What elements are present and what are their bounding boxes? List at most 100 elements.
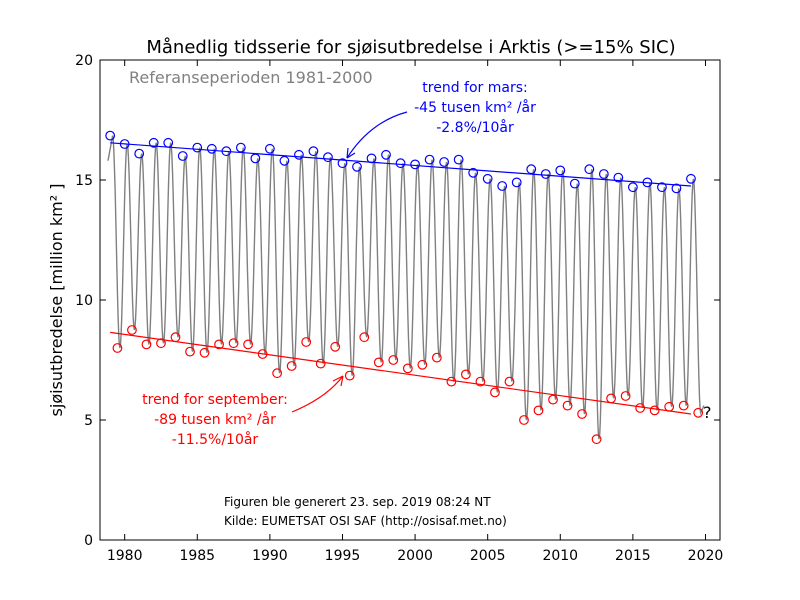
september-point bbox=[228, 338, 239, 349]
september-point bbox=[504, 376, 515, 387]
march-trend-label-line1: trend for mars: bbox=[422, 80, 527, 96]
march-point bbox=[511, 177, 522, 188]
y-axis-label: sjøisutbredelse [million km² ] bbox=[47, 184, 66, 417]
source-note: Kilde: EUMETSAT OSI SAF (http://osisaf.m… bbox=[224, 514, 507, 528]
march-point bbox=[598, 169, 609, 179]
september-point bbox=[693, 407, 704, 418]
march-point bbox=[206, 143, 217, 154]
september-point bbox=[562, 400, 573, 411]
september-point bbox=[417, 359, 428, 370]
march-point bbox=[613, 172, 624, 183]
x-tick-label: 1985 bbox=[179, 548, 215, 564]
march-point bbox=[366, 153, 377, 164]
chart-title: Månedlig tidsserie for sjøisutbredelse i… bbox=[146, 37, 675, 58]
march-point bbox=[584, 164, 595, 175]
september-point bbox=[272, 368, 283, 379]
september-point bbox=[620, 391, 631, 401]
september-point bbox=[388, 355, 399, 365]
september-point bbox=[359, 332, 370, 343]
september-point bbox=[156, 338, 166, 349]
x-tick-label: 2020 bbox=[688, 548, 724, 564]
march-point bbox=[497, 181, 508, 191]
september-point bbox=[649, 405, 660, 416]
march-point bbox=[105, 130, 116, 141]
march-point bbox=[686, 173, 696, 184]
september-point bbox=[185, 346, 195, 357]
march-point bbox=[410, 159, 420, 170]
september-point bbox=[635, 403, 646, 413]
y-tick-label: 15 bbox=[75, 173, 93, 189]
september-point bbox=[475, 376, 486, 387]
data-markers bbox=[105, 130, 704, 445]
september-trend-label-line2: -89 tusen km² /år bbox=[154, 411, 276, 428]
march-point bbox=[279, 155, 290, 166]
september-point bbox=[591, 434, 602, 445]
march-point bbox=[163, 137, 174, 148]
march-point bbox=[453, 154, 464, 165]
september-point bbox=[577, 409, 587, 419]
september-point bbox=[533, 405, 544, 416]
march-point bbox=[250, 153, 261, 164]
march-point bbox=[468, 167, 479, 178]
september-point bbox=[170, 332, 181, 343]
september-point bbox=[286, 361, 297, 371]
march-point bbox=[424, 154, 435, 165]
september-point bbox=[344, 370, 355, 381]
march-point bbox=[177, 151, 188, 161]
march-point bbox=[337, 158, 348, 169]
x-tick-label: 2005 bbox=[470, 548, 506, 564]
september-point bbox=[402, 363, 413, 374]
march-point bbox=[148, 137, 159, 148]
x-tick-label: 2010 bbox=[542, 548, 578, 564]
september-point bbox=[243, 339, 254, 350]
march-trend-line bbox=[110, 142, 692, 187]
question-mark: ? bbox=[703, 403, 712, 422]
march-annotation-arrow bbox=[346, 111, 408, 159]
march-point bbox=[323, 152, 333, 163]
september-point bbox=[490, 387, 500, 398]
september-point bbox=[257, 349, 268, 359]
march-point bbox=[381, 149, 391, 160]
september-point bbox=[548, 394, 558, 405]
september-annotation-arrow bbox=[291, 375, 344, 413]
trend-lines bbox=[110, 142, 692, 415]
september-trend-label-line3: -11.5%/10år bbox=[172, 431, 259, 448]
march-trend-label-line2: -45 tusen km² /år bbox=[414, 99, 536, 116]
september-arrow-head bbox=[332, 375, 344, 387]
x-tick-label: 1990 bbox=[252, 548, 288, 564]
march-point bbox=[482, 173, 493, 184]
september-point bbox=[678, 400, 689, 411]
september-point bbox=[461, 369, 471, 380]
september-trend-label-line1: trend for september: bbox=[142, 392, 288, 408]
monthly-extent-line bbox=[107, 135, 705, 440]
y-tick-label: 20 bbox=[75, 53, 93, 69]
march-point bbox=[657, 182, 667, 193]
march-point bbox=[439, 157, 450, 167]
september-point bbox=[664, 401, 675, 412]
september-point bbox=[373, 357, 384, 368]
march-point bbox=[134, 148, 145, 159]
march-trend-label-line3: -2.8%/10år bbox=[436, 119, 514, 136]
march-point bbox=[235, 142, 246, 153]
september-point bbox=[446, 376, 457, 387]
march-point bbox=[555, 165, 566, 176]
x-tick-label: 2000 bbox=[397, 548, 433, 564]
march-point bbox=[294, 149, 304, 160]
march-point bbox=[352, 161, 362, 172]
march-point bbox=[627, 182, 638, 193]
september-point bbox=[519, 415, 529, 425]
september-point bbox=[199, 347, 210, 358]
march-point bbox=[671, 183, 682, 194]
march-point bbox=[264, 143, 275, 154]
y-tick-label: 0 bbox=[84, 533, 93, 549]
september-point bbox=[606, 393, 617, 404]
march-point bbox=[395, 158, 406, 169]
september-point bbox=[330, 341, 341, 352]
march-point bbox=[569, 178, 580, 189]
x-tick-label: 1995 bbox=[325, 548, 361, 564]
march-point bbox=[119, 139, 130, 149]
september-point bbox=[112, 343, 123, 353]
september-point bbox=[127, 325, 137, 335]
september-trend-line bbox=[110, 331, 692, 415]
